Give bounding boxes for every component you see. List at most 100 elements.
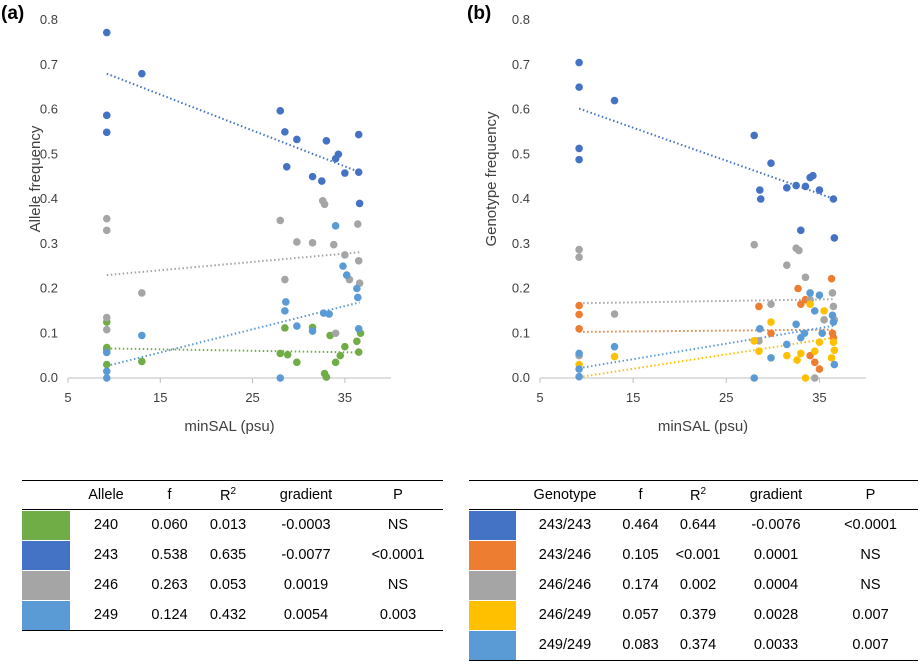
data-point-243-243 <box>575 144 583 153</box>
f-cell: 0.057 <box>622 607 659 623</box>
data-point-240 <box>138 357 146 366</box>
color-swatch-cell <box>469 540 516 570</box>
r2-cell: 0.379 <box>679 607 717 623</box>
gradient-cell: -0.0077 <box>281 547 331 563</box>
data-point-243-246 <box>815 365 824 373</box>
data-point-249 <box>331 222 340 230</box>
p-cell: <0.0001 <box>371 547 425 563</box>
p-cell: NS <box>860 547 881 563</box>
data-point-243 <box>354 168 363 176</box>
data-point-246 <box>320 200 329 209</box>
gradient-column-header: gradient <box>729 480 823 510</box>
data-point-246-249 <box>827 354 836 362</box>
table-row: 246/249 0.057 0.379 0.0028 0.007 <box>469 600 918 630</box>
y-tick-label: 0.1 <box>512 325 530 340</box>
data-point-243-246 <box>827 274 836 283</box>
color-swatch <box>469 570 516 600</box>
data-point-246-246 <box>783 261 791 270</box>
r2-cell: 0.635 <box>209 547 247 563</box>
data-point-246-249 <box>750 337 759 345</box>
data-point-240 <box>322 373 331 381</box>
data-point-243 <box>308 172 317 181</box>
data-point-246 <box>341 251 349 259</box>
genotype-cell: 249/249 <box>516 630 614 661</box>
gradient-cell: 0.0001 <box>753 547 799 563</box>
data-point-246-249 <box>820 307 828 315</box>
genotype-stats-table: Genotype f R2 gradient P 243/243 0.464 0.6… <box>469 480 918 661</box>
color-swatch <box>469 540 516 570</box>
data-point-243-243 <box>815 186 824 194</box>
r2-cell: 0.013 <box>209 517 247 533</box>
y-tick-label: 0.6 <box>40 102 58 117</box>
data-point-243-243 <box>809 171 817 180</box>
data-point-246-246 <box>829 302 838 311</box>
data-point-249 <box>353 293 362 302</box>
allele-cell: 249 <box>70 600 142 631</box>
y-tick-label: 0.0 <box>512 370 530 385</box>
data-point-246-246 <box>810 374 819 382</box>
data-point-243 <box>354 130 363 139</box>
x-axis-label: minSAL (psu) <box>658 418 748 435</box>
data-point-243-243 <box>792 181 800 190</box>
swatch-column-header <box>22 480 70 510</box>
x-tick-label: 5 <box>536 390 543 405</box>
data-point-240 <box>331 358 340 367</box>
data-point-249 <box>276 374 285 382</box>
trendline-246-246 <box>579 298 835 305</box>
data-point-243 <box>102 128 111 137</box>
data-point-249 <box>339 262 347 270</box>
color-swatch-cell <box>22 540 70 570</box>
r2-cell: 0.644 <box>679 517 717 533</box>
data-point-243-243 <box>797 226 805 235</box>
data-point-243-246 <box>810 358 819 367</box>
x-tick-label: 15 <box>626 390 640 405</box>
x-tick-label: 5 <box>64 390 71 405</box>
data-point-240 <box>336 351 345 360</box>
f-cell: 0.538 <box>151 547 188 563</box>
data-point-246-249 <box>793 356 801 364</box>
table-row: 246/246 0.174 0.002 0.0004 NS <box>469 570 918 600</box>
data-point-243 <box>293 135 301 144</box>
data-point-243-243 <box>575 83 583 91</box>
r2-cell: <0.001 <box>675 547 721 563</box>
data-point-246-249 <box>829 338 838 347</box>
trendline-243 <box>106 72 360 174</box>
data-point-246-249 <box>783 351 791 360</box>
gradient-cell: 0.0004 <box>753 577 799 593</box>
data-point-243-243 <box>801 182 810 191</box>
data-point-243-243 <box>575 155 583 164</box>
allele-column-header: Allele <box>70 480 142 510</box>
data-point-246 <box>102 214 111 223</box>
p-column-header: P <box>823 480 918 510</box>
x-tick-label: 15 <box>153 390 167 405</box>
gradient-cell: -0.0076 <box>751 517 801 533</box>
data-point-243 <box>281 128 289 136</box>
allele-cell: 243 <box>93 547 119 563</box>
data-point-246 <box>102 226 111 235</box>
data-point-249-249 <box>575 372 583 381</box>
color-swatch-cell <box>22 510 70 541</box>
data-point-243 <box>355 199 364 208</box>
gradient-cell: 0.0054 <box>259 600 353 631</box>
color-swatch <box>469 630 516 660</box>
data-point-243-243 <box>830 234 839 242</box>
data-point-240 <box>293 358 301 367</box>
trendline-249-249 <box>578 324 835 370</box>
y-tick-label: 0.6 <box>512 102 530 117</box>
trendline-249 <box>106 301 360 367</box>
color-swatch-cell <box>469 510 516 541</box>
data-point-243 <box>102 28 111 37</box>
y-tick-label: 0.3 <box>40 236 58 251</box>
color-swatch-cell <box>469 630 516 661</box>
data-point-243 <box>341 169 349 177</box>
chart-genotype-frequency: (b) 0.0 0.1 0.2 0.3 0.4 0.5 0.6 0.7 0.8 5 15 25 35 min… <box>467 3 866 435</box>
table-header-row: Allele f R2 gradient P <box>22 480 443 510</box>
genotype-cell: 243/246 <box>538 547 592 563</box>
p-column-header: P <box>353 480 443 510</box>
data-point-246-249 <box>767 318 775 326</box>
color-swatch <box>469 600 516 630</box>
r2-cell: 0.053 <box>209 577 247 593</box>
trendline-243-243 <box>578 107 835 200</box>
data-point-240 <box>281 324 289 332</box>
data-point-249 <box>281 307 289 315</box>
